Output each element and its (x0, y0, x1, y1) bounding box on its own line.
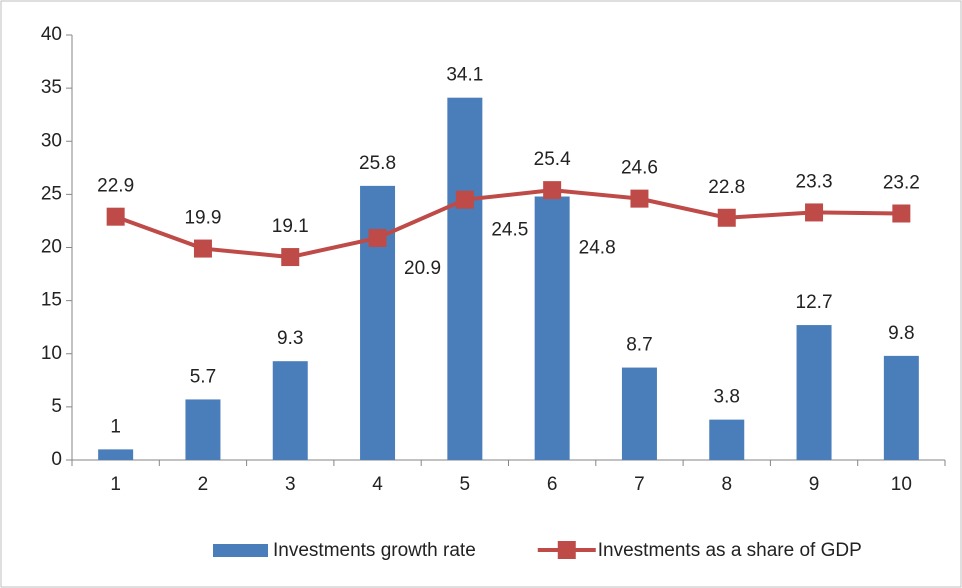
line-marker (630, 189, 649, 208)
line-value-label: 22.9 (97, 176, 134, 197)
y-tick-label: 35 (41, 77, 62, 98)
x-tick-label: 4 (372, 474, 383, 495)
bar (360, 185, 396, 460)
line (114, 188, 902, 260)
bar (796, 325, 832, 460)
line-value-label: 22.8 (708, 177, 745, 198)
x-tick-label: 7 (634, 474, 645, 495)
y-tick-label: 15 (41, 290, 62, 311)
line-marker (106, 207, 125, 226)
bar-value-label: 5.7 (190, 366, 216, 387)
line-marker (281, 248, 300, 267)
legend-label: Investments growth rate (273, 540, 476, 561)
line-value-label: 24.5 (491, 220, 528, 241)
bar (447, 97, 483, 460)
x-tick-label: 1 (110, 474, 121, 495)
legend-label: Investments as a share of GDP (598, 540, 862, 561)
bar-value-label: 9.3 (277, 328, 303, 349)
bar (621, 367, 657, 460)
line-value-label: 23.3 (796, 171, 833, 192)
x-tick-label: 6 (547, 474, 558, 495)
x-tick-label: 9 (809, 474, 820, 495)
y-tick-label: 25 (41, 183, 62, 204)
line-marker (805, 203, 824, 222)
x-tick-label: 5 (460, 474, 471, 495)
x-tick-label: 3 (285, 474, 296, 495)
x-tick-label: 8 (721, 474, 732, 495)
bar-value-label: 12.7 (796, 292, 833, 313)
x-tick-label: 10 (891, 474, 912, 495)
bar (883, 355, 919, 460)
line-marker (193, 239, 212, 258)
line-value-label: 25.4 (534, 149, 571, 170)
line-value-label: 23.2 (883, 173, 920, 194)
line-marker (543, 181, 562, 200)
bar-value-label: 8.7 (626, 335, 652, 356)
bar (98, 449, 134, 460)
bar-value-label: 1 (110, 416, 121, 437)
line-value-label: 20.9 (404, 258, 441, 279)
x-tick-label: 2 (198, 474, 209, 495)
y-tick-label: 40 (41, 24, 62, 45)
line-marker (368, 228, 387, 247)
bar-value-label: 9.8 (888, 323, 914, 344)
line-value-label: 19.9 (184, 208, 221, 229)
legend-swatch (557, 541, 576, 559)
line-value-label: 19.1 (272, 216, 309, 237)
line-marker (892, 204, 911, 223)
y-tick-label: 10 (41, 343, 62, 364)
legend-swatch (213, 544, 268, 557)
bar-value-label: 34.1 (446, 65, 483, 86)
line-marker (717, 208, 736, 227)
y-tick-label: 30 (41, 130, 62, 151)
bar-value-label: 3.8 (714, 387, 740, 408)
bar-value-label: 24.8 (579, 238, 616, 259)
bar (709, 419, 745, 460)
bar (534, 196, 570, 460)
line-marker (455, 190, 474, 209)
y-tick-label: 5 (51, 396, 62, 417)
y-tick-label: 0 (51, 449, 62, 470)
bar (272, 361, 308, 460)
y-tick-label: 20 (41, 237, 62, 258)
line-value-label: 24.6 (621, 158, 658, 179)
bar (185, 399, 221, 460)
bar-value-label: 25.8 (359, 153, 396, 174)
